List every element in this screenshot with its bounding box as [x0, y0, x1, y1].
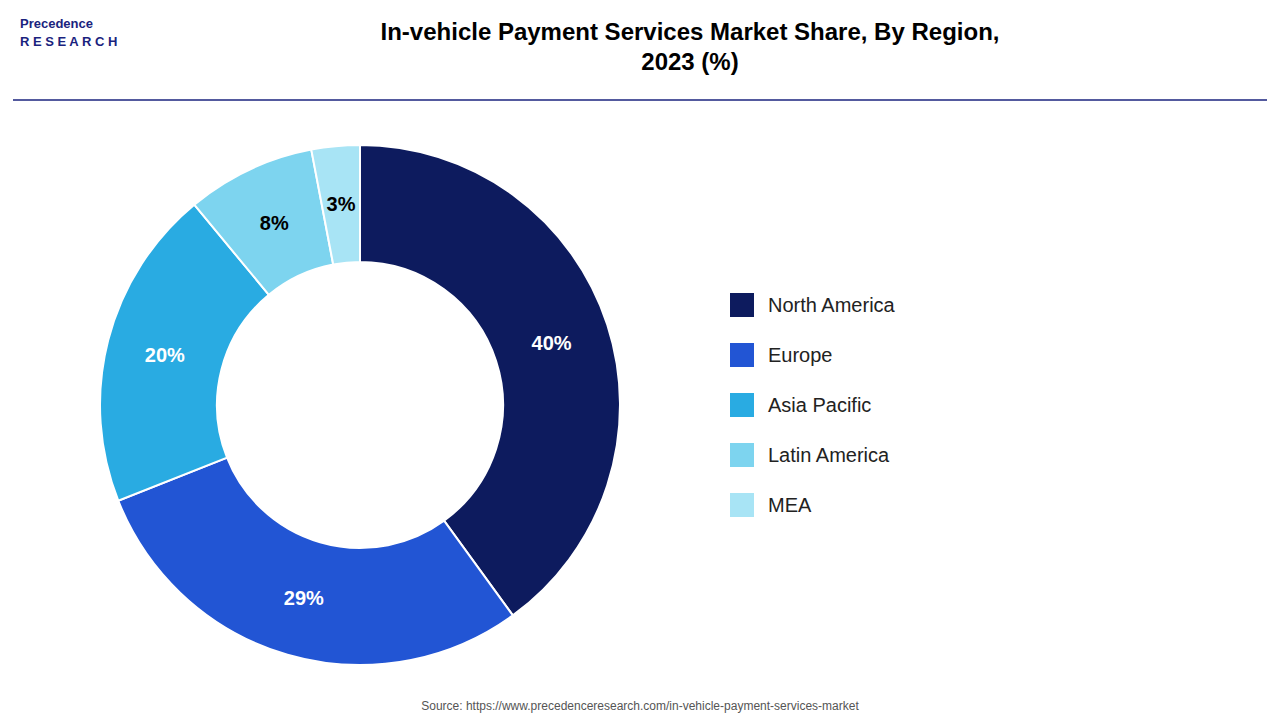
legend-swatch — [730, 493, 754, 517]
text-line: R E S E A R C H — [20, 34, 117, 49]
legend-swatch — [730, 343, 754, 367]
legend-item: MEA — [730, 493, 812, 517]
data-label: 20% — [145, 344, 185, 366]
data-label: 8% — [260, 212, 289, 234]
legend-label: MEA — [768, 494, 812, 516]
background — [0, 0, 1280, 720]
legend-label: Latin America — [768, 444, 890, 466]
text-line: 2023 (%) — [641, 48, 738, 75]
legend-swatch — [730, 293, 754, 317]
data-label: 40% — [532, 332, 572, 354]
legend-item: North America — [730, 293, 896, 317]
brand-note: Precedence R E S E A R C H — [20, 16, 117, 49]
legend-swatch — [730, 393, 754, 417]
text-line: In-vehicle Payment Services Market Share… — [381, 18, 1000, 45]
legend-item: Latin America — [730, 443, 890, 467]
legend-item: Europe — [730, 343, 833, 367]
slice — [118, 458, 513, 665]
separator — [13, 99, 1267, 101]
data-label: 29% — [284, 587, 324, 609]
source-note: Source: https://www.precedenceresearch.c… — [421, 699, 859, 713]
donut — [100, 145, 620, 665]
legend-label: Asia Pacific — [768, 394, 871, 416]
text-line: Precedence — [20, 16, 93, 31]
slice — [194, 150, 333, 295]
data-labels: 40% 29% 20% 8% 3% — [145, 193, 572, 609]
chart-svg: In-vehicle Payment Services Market Share… — [0, 0, 1280, 720]
legend-label: Europe — [768, 344, 833, 366]
legend-label: North America — [768, 294, 896, 316]
data-label: 3% — [327, 193, 356, 215]
legend-swatch — [730, 443, 754, 467]
title: In-vehicle Payment Services Market Share… — [381, 18, 1000, 75]
legend-item: Asia Pacific — [730, 393, 871, 417]
slice — [311, 145, 360, 265]
legend: North America Europe Asia Pacific Latin Ame… — [730, 293, 896, 517]
